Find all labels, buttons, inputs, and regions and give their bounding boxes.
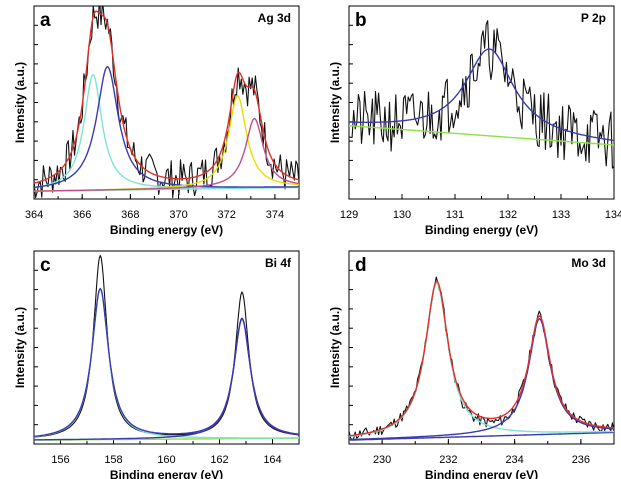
x-axis-title: Binding energy (eV) bbox=[110, 468, 223, 479]
fit-component-4 bbox=[34, 117, 299, 192]
x-tick-label: 130 bbox=[393, 209, 411, 221]
x-tick-label: 230 bbox=[373, 454, 391, 466]
panel-letter: c bbox=[40, 255, 51, 276]
x-tick-label: 374 bbox=[266, 209, 284, 221]
x-tick-label: 156 bbox=[51, 454, 69, 466]
panel-letter: d bbox=[355, 255, 367, 276]
x-tick-label: 372 bbox=[218, 209, 236, 221]
core-level-label: Bi 4f bbox=[265, 256, 292, 270]
plot-area bbox=[349, 276, 614, 441]
x-tick-label: 368 bbox=[121, 209, 139, 221]
core-level-label: Ag 3d bbox=[258, 11, 291, 25]
x-tick-label: 236 bbox=[572, 454, 590, 466]
panel-letter: b bbox=[355, 10, 367, 31]
background-line bbox=[349, 125, 614, 146]
x-tick-label: 160 bbox=[157, 454, 175, 466]
x-tick-label: 129 bbox=[340, 209, 358, 221]
fit-component-2 bbox=[34, 66, 299, 189]
x-tick-label: 364 bbox=[25, 209, 43, 221]
plot-area bbox=[34, 6, 299, 199]
fit-component-1 bbox=[34, 288, 299, 439]
plot-frame bbox=[33, 250, 300, 445]
core-level-label: Mo 3d bbox=[571, 256, 606, 270]
x-tick-label: 162 bbox=[210, 454, 228, 466]
plot-area bbox=[34, 254, 299, 441]
fit-envelope-line bbox=[349, 280, 614, 437]
y-axis-title: Intensity (a.u.) bbox=[13, 62, 27, 143]
plot-area bbox=[349, 20, 614, 169]
panel-letter: a bbox=[40, 10, 51, 31]
fit-component-1 bbox=[349, 48, 614, 142]
x-tick-label: 131 bbox=[446, 209, 464, 221]
y-axis-title: Intensity (a.u.) bbox=[328, 62, 342, 143]
x-tick-label: 164 bbox=[263, 454, 281, 466]
x-tick-label: 366 bbox=[73, 209, 91, 221]
fit-component-2 bbox=[349, 318, 614, 441]
core-level-label: P 2p bbox=[581, 11, 606, 25]
x-tick-label: 134 bbox=[605, 209, 621, 221]
x-axis-title: Binding energy (eV) bbox=[425, 468, 538, 479]
raw-spectrum-line bbox=[34, 6, 299, 199]
x-axis-title: Binding energy (eV) bbox=[425, 223, 538, 237]
x-tick-label: 133 bbox=[552, 209, 570, 221]
raw-spectrum-line bbox=[349, 276, 614, 441]
x-tick-label: 132 bbox=[499, 209, 517, 221]
y-axis-title: Intensity (a.u.) bbox=[328, 307, 342, 388]
panel-b: 129 130 131 132 133 134 Binding energy (eV) Int… bbox=[328, 5, 621, 237]
panel-d: 230 232 234 236 Binding energy (eV) Intensity… bbox=[328, 250, 615, 479]
fit-envelope-line bbox=[34, 287, 299, 438]
background-line bbox=[349, 431, 614, 441]
fit-envelope-line bbox=[34, 10, 299, 184]
y-axis-title: Intensity (a.u.) bbox=[13, 307, 27, 388]
x-tick-label: 370 bbox=[169, 209, 187, 221]
raw-spectrum-line bbox=[34, 254, 299, 438]
x-tick-label: 158 bbox=[104, 454, 122, 466]
panel-c: 156 158 160 162 164 Binding energy (eV) Intens… bbox=[13, 250, 300, 479]
x-tick-label: 234 bbox=[505, 454, 523, 466]
x-axis-title: Binding energy (eV) bbox=[110, 223, 223, 237]
fit-component-1 bbox=[349, 282, 614, 438]
raw-spectrum-line bbox=[349, 20, 614, 169]
x-tick-label: 232 bbox=[439, 454, 457, 466]
panel-a: 364 366 368 370 372 374 Binding energy (eV) Int… bbox=[13, 5, 300, 237]
